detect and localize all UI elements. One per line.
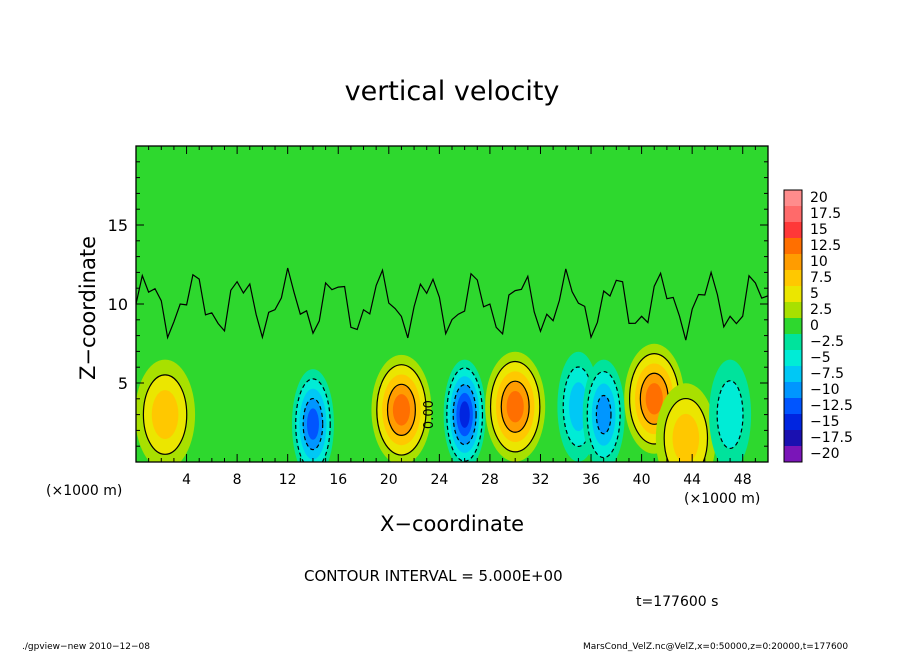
contour-level: [306, 408, 319, 440]
colorbar-swatch: [784, 414, 802, 431]
colorbar-swatch: [784, 334, 802, 351]
colorbar-label: 0: [810, 318, 819, 334]
x-tick-label: 48: [734, 472, 752, 488]
velocity-cell-downdraft: [582, 359, 625, 462]
colorbar-swatch: [784, 270, 802, 287]
velocity-cell-updraft: [371, 354, 432, 462]
contour-level: [716, 380, 744, 450]
contour-interval-note: CONTOUR INTERVAL = 5.000E+00: [304, 567, 563, 585]
x-tick-label: 16: [329, 472, 347, 488]
x-tick-label: 12: [279, 472, 297, 488]
x-unit-left: (×1000 m): [46, 483, 123, 499]
zero-contour-line: [136, 267, 768, 341]
colorbar-label: −7.5: [810, 366, 844, 382]
x-tick-label: 44: [683, 472, 701, 488]
x-tick-label: 20: [380, 472, 398, 488]
colorbar-swatch: [784, 446, 802, 463]
colorbar-label: 7.5: [810, 270, 832, 286]
chart-title: vertical velocity: [344, 76, 560, 107]
velocity-cell-updraft: [655, 383, 716, 462]
x-tick-label: 40: [633, 472, 651, 488]
colorbar-swatch: [784, 366, 802, 383]
colorbar: 2017.51512.5107.552.50−2.5−5−7.5−10−12.5…: [783, 189, 853, 463]
x-axis-label: X−coordinate: [380, 512, 524, 536]
colorbar-label: −5: [810, 350, 831, 366]
plot-area: 0.00: [135, 145, 769, 463]
colorbar-swatch: [784, 382, 802, 399]
x-unit-right: (×1000 m): [684, 491, 761, 507]
velocity-cell-downdraft: [443, 359, 486, 462]
x-tick-label: 24: [430, 472, 448, 488]
x-tick-label: 32: [532, 472, 550, 488]
colorbar-swatch: [784, 318, 802, 335]
colorbar-label: 2.5: [810, 302, 832, 318]
colorbar-label: −2.5: [810, 334, 844, 350]
contour-level: [459, 401, 470, 428]
velocity-cell-updraft: [136, 359, 196, 462]
colorbar-swatch: [784, 222, 802, 239]
colorbar-swatch: [784, 238, 802, 255]
colorbar-label: −20: [810, 446, 840, 462]
contour-level: [151, 390, 179, 440]
colorbar-swatch: [784, 350, 802, 367]
x-tick-label: 4: [182, 472, 191, 488]
velocity-cell-updraft: [485, 351, 546, 462]
colorbar-label: 15: [810, 222, 828, 238]
x-tick-label: 28: [481, 472, 499, 488]
contour-level: [506, 390, 524, 423]
contour-level: [392, 394, 411, 426]
colorbar-label: 10: [810, 254, 828, 270]
y-axis-label: Z−coordinate: [76, 236, 100, 380]
y-tick-label: 5: [118, 374, 128, 393]
y-tick-label: 10: [108, 295, 128, 314]
colorbar-label: 5: [810, 286, 819, 302]
time-note: t=177600 s: [636, 594, 719, 610]
colorbar-swatch: [784, 430, 802, 447]
velocity-cell-downdraft: [709, 359, 752, 462]
colorbar-label: −12.5: [810, 398, 853, 414]
contour-label: 0.00: [422, 400, 437, 429]
contour-level: [645, 383, 663, 415]
x-tick-label: 8: [233, 472, 242, 488]
colorbar-label: 12.5: [810, 238, 841, 254]
colorbar-swatch: [784, 302, 802, 319]
colorbar-swatch: [784, 254, 802, 271]
contour-level: [672, 413, 700, 462]
colorbar-swatch: [784, 190, 802, 207]
x-tick-label: 36: [582, 472, 600, 488]
velocity-cell-downdraft: [291, 369, 334, 462]
colorbar-label: 17.5: [810, 206, 841, 222]
colorbar-label: −10: [810, 382, 840, 398]
footer-data-source: MarsCond_VelZ.nc@VelZ,x=0:50000,z=0:2000…: [583, 642, 849, 652]
contour-level: [595, 394, 612, 435]
colorbar-swatch: [784, 398, 802, 415]
colorbar-label: −17.5: [810, 430, 853, 446]
colorbar-swatch: [784, 206, 802, 223]
colorbar-label: −15: [810, 414, 840, 430]
y-tick-label: 15: [108, 216, 128, 235]
colorbar-swatch: [784, 286, 802, 303]
colorbar-label: 20: [810, 190, 828, 206]
colorbar-frame: [783, 189, 803, 463]
footer-script-info: ./gpview−new 2010−12−08: [22, 642, 150, 652]
